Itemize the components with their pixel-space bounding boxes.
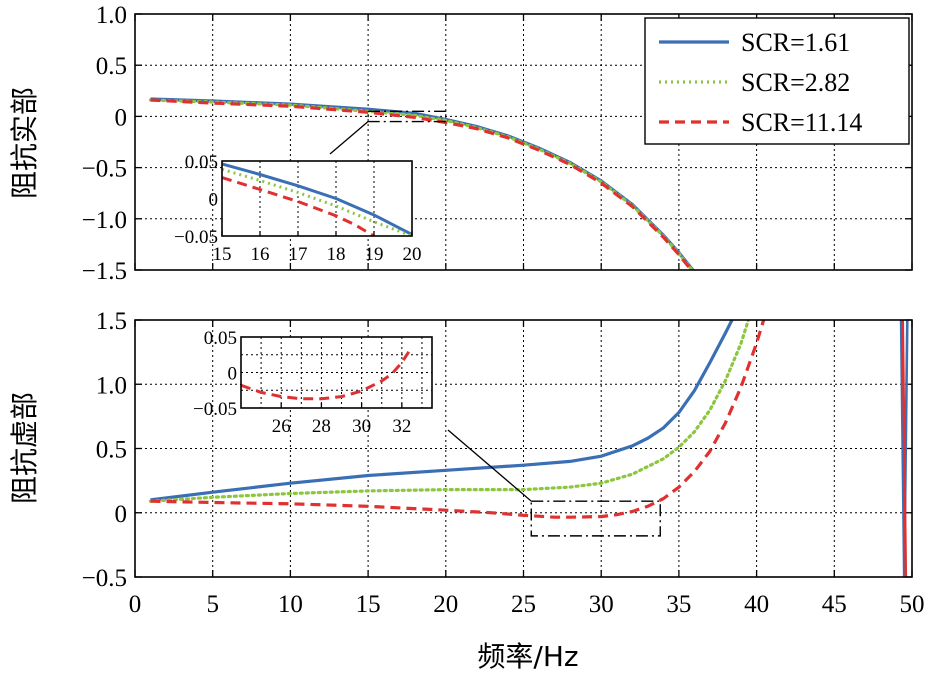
inset-x-tick-label: 32 [392, 416, 411, 437]
inset-connector [329, 121, 369, 155]
x-tick-label: 30 [589, 591, 614, 618]
x-tick-label: 50 [900, 591, 925, 618]
zoom-box [530, 500, 661, 537]
inset-x-tick-label: 16 [251, 244, 270, 265]
bottom-y-axis-label: 阻抗虚部 [8, 392, 41, 504]
inset-x-tick-label: 19 [365, 244, 384, 265]
series-line [150, 98, 694, 270]
inset-series-group [222, 162, 412, 236]
legend-label: SCR=1.61 [741, 28, 850, 57]
inset-y-tick-label: 0 [209, 190, 219, 211]
inset-series-line [241, 346, 414, 401]
series-group [148, 97, 695, 270]
inset-connector [447, 429, 532, 502]
x-tick-label: 35 [666, 591, 691, 618]
inset-y-tick-label: −0.05 [193, 399, 237, 420]
series-line [150, 320, 734, 502]
y-tick-label: −1.5 [82, 258, 127, 285]
y-tick-label: 1.0 [96, 372, 127, 399]
inset-y-tick-label: 0 [228, 364, 238, 385]
series-line [150, 320, 766, 519]
inset-x-tick-label: 17 [289, 244, 308, 265]
y-tick-label: −0.5 [82, 156, 127, 183]
inset-series-group [241, 346, 414, 401]
inset-y-tick-label: −0.05 [174, 227, 218, 248]
y-tick-label: 0 [115, 104, 128, 131]
x-axis-label: 频率/Hz [477, 640, 578, 673]
inset-x-tick-label: 15 [213, 244, 232, 265]
inset-x-tick-label: 18 [327, 244, 346, 265]
inset-series-line [222, 176, 375, 236]
y-tick-label: 0 [115, 501, 128, 528]
y-tick-label: 1.5 [96, 308, 127, 335]
inset-plot: 0.05 0 −0.05 26 28 30 32 [193, 328, 532, 502]
y-tick-label: −1.0 [82, 207, 127, 234]
x-tick-label: 25 [511, 591, 536, 618]
x-tick-label: 15 [356, 591, 381, 618]
inset-x-tick-label: 20 [403, 244, 422, 265]
y-tick-label: 0.5 [96, 437, 127, 464]
legend: SCR=1.61 SCR=2.82 SCR=11.14 [644, 17, 910, 145]
x-tick-label: 0 [129, 591, 142, 618]
y-tick-label: 0.5 [96, 53, 127, 80]
inset-y-tick-label: 0.05 [185, 152, 218, 173]
x-tick-label: 40 [744, 591, 769, 618]
inset-y-tick-label: 0.05 [204, 328, 237, 349]
y-tick-label: −0.5 [82, 565, 127, 592]
bottom-plot-imaginary-part: 1.51.00.50−0.50 5 10 15 20 25 30 35 40 45 500.050−… [82, 308, 925, 618]
inset-x-tick-label: 26 [272, 416, 291, 437]
series-group [148, 320, 909, 577]
inset-frame [240, 336, 433, 409]
inset-frame [221, 160, 413, 237]
y-tick-label: 1.0 [96, 2, 127, 29]
spike-line [901, 320, 908, 577]
x-tick-label: 45 [822, 591, 847, 618]
inset-x-tick-label: 30 [352, 416, 371, 437]
series-line [148, 320, 751, 503]
zoom-box [367, 110, 447, 123]
x-tick-label: 5 [206, 591, 219, 618]
top-y-axis-label: 阻抗实部 [8, 87, 41, 199]
inset-x-tick-label: 28 [312, 416, 331, 437]
spike-line [899, 320, 909, 577]
inset-series-line [222, 162, 412, 236]
legend-label: SCR=2.82 [741, 68, 850, 97]
x-tick-label: 20 [433, 591, 458, 618]
plot-frame [134, 319, 913, 578]
legend-label: SCR=11.14 [741, 108, 862, 137]
plot-frame [134, 13, 913, 271]
x-tick-label: 10 [278, 591, 303, 618]
